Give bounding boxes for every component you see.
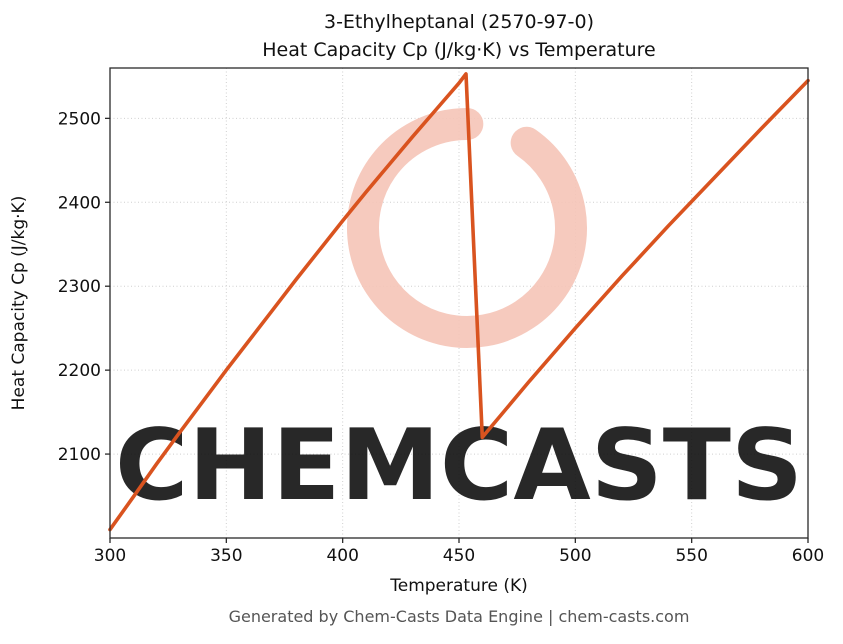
x-tick-label: 300 [94, 546, 126, 566]
watermark-layer: CHEMCASTS [115, 108, 803, 523]
y-tick-label: 2200 [58, 361, 101, 381]
data-line [108, 72, 810, 532]
watermark-swirl-icon [347, 108, 587, 348]
x-tick-label: 400 [326, 546, 358, 566]
y-axis-label: Heat Capacity Cp (J/kg·K) [9, 196, 29, 411]
chart-subtitle: Heat Capacity Cp (J/kg·K) vs Temperature [262, 39, 656, 61]
x-tick-label: 350 [210, 546, 242, 566]
footer-text: Generated by Chem-Casts Data Engine | ch… [229, 607, 690, 626]
watermark-text: CHEMCASTS [115, 409, 803, 523]
data-line-layer [108, 72, 810, 532]
ticks-layer: 300 350 400 450 500 550 600 2100 2200 2300 2400 250… [58, 109, 824, 566]
y-tick-label: 2400 [58, 193, 101, 213]
x-tick-label: 500 [559, 546, 591, 566]
y-tick-label: 2300 [58, 277, 101, 297]
chart-title: 3-Ethylheptanal (2570-97-0) [324, 11, 594, 33]
x-axis-label: Temperature (K) [389, 576, 528, 596]
y-tick-label: 2100 [58, 445, 101, 465]
y-tick-label: 2500 [58, 109, 101, 129]
x-tick-label: 550 [675, 546, 707, 566]
x-tick-label: 600 [792, 546, 824, 566]
x-tick-label: 450 [443, 546, 475, 566]
